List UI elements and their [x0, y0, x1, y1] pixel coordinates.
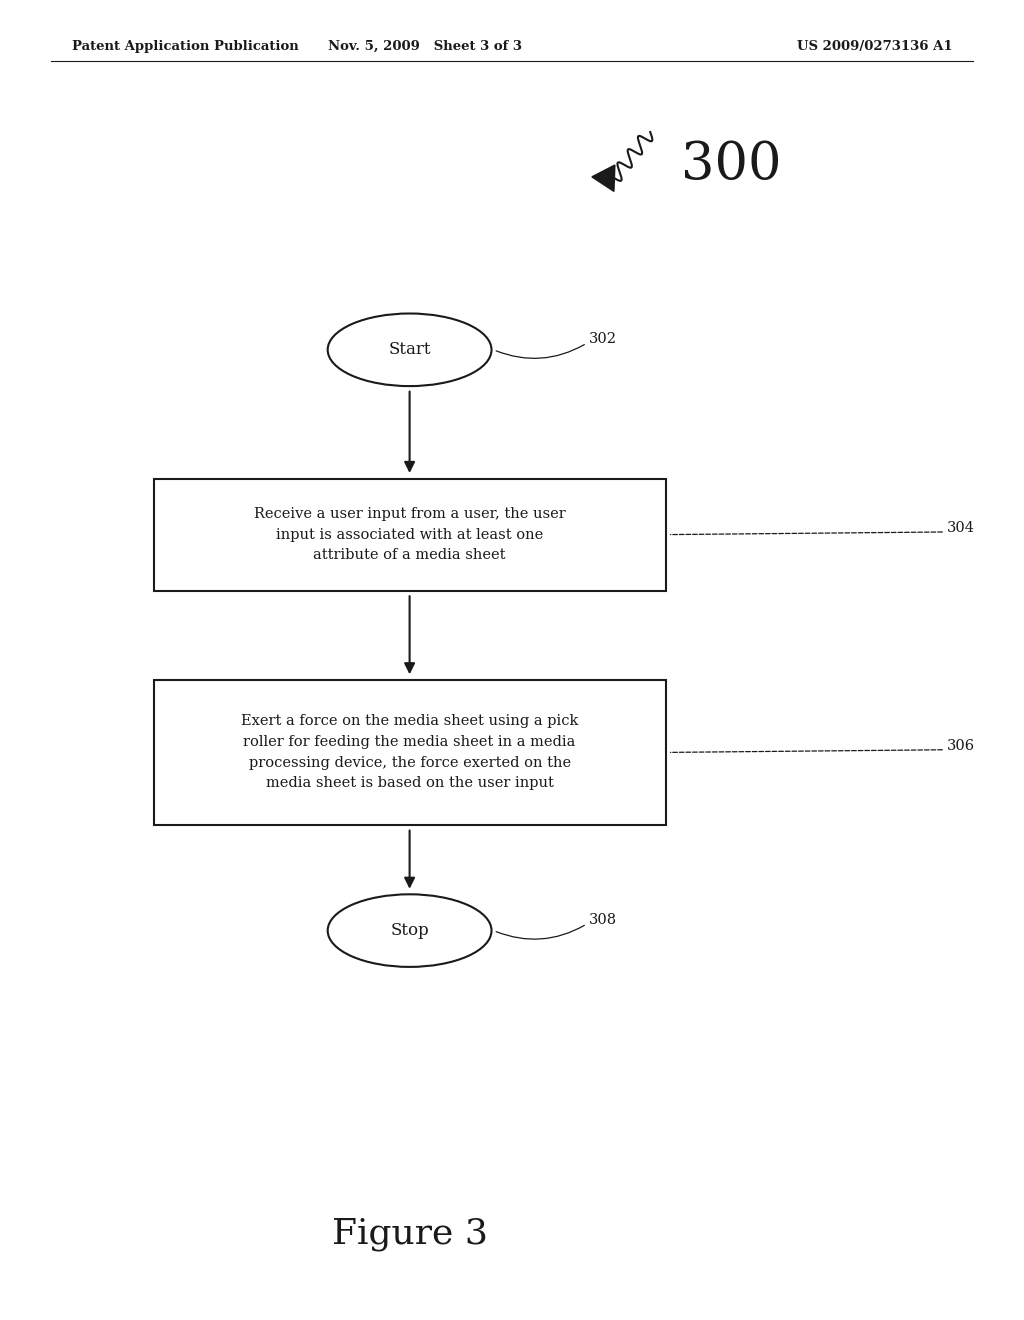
Text: Patent Application Publication: Patent Application Publication	[72, 40, 298, 53]
Text: Exert a force on the media sheet using a pick
roller for feeding the media sheet: Exert a force on the media sheet using a…	[241, 714, 579, 791]
Polygon shape	[592, 165, 614, 191]
Text: Receive a user input from a user, the user
input is associated with at least one: Receive a user input from a user, the us…	[254, 507, 565, 562]
Text: US 2009/0273136 A1: US 2009/0273136 A1	[797, 40, 952, 53]
Text: 306: 306	[947, 739, 975, 752]
Text: Start: Start	[388, 342, 431, 358]
Text: 302: 302	[589, 333, 616, 346]
Text: Stop: Stop	[390, 923, 429, 939]
Text: Nov. 5, 2009   Sheet 3 of 3: Nov. 5, 2009 Sheet 3 of 3	[328, 40, 522, 53]
Text: Figure 3: Figure 3	[332, 1217, 487, 1251]
Text: 300: 300	[681, 140, 781, 190]
Text: 308: 308	[589, 913, 616, 927]
Text: 304: 304	[947, 521, 975, 535]
